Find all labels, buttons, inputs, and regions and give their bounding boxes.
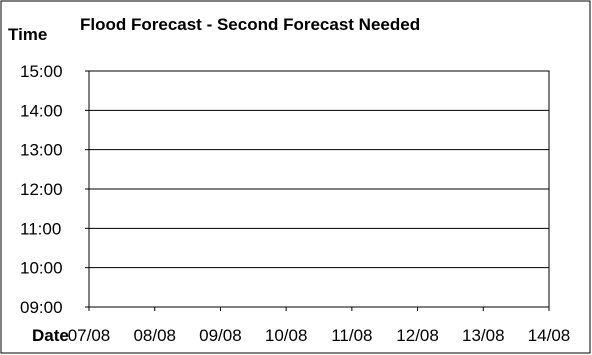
- x-axis-title: Date: [32, 326, 69, 345]
- y-tick-label: 11:00: [20, 219, 61, 238]
- x-tick-label: 11/08: [331, 326, 372, 345]
- x-tick-labels: 07/08 08/08 09/08 10/08 11/08 12/08 13/08 14/08: [68, 326, 571, 345]
- x-tick-label: 13/08: [462, 326, 505, 345]
- y-tick-label: 15:00: [20, 62, 63, 81]
- y-tick-label: 12:00: [20, 180, 63, 199]
- x-tick-label: 10/08: [265, 326, 308, 345]
- x-tick-label: 14/08: [528, 326, 571, 345]
- y-tick-label: 13:00: [20, 141, 63, 160]
- y-tick-labels: 15:00 14:00 13:00 12:00 11:00 10:00 09:00: [20, 62, 63, 317]
- y-tick-label: 09:00: [20, 298, 63, 317]
- x-tick-label: 09/08: [199, 326, 242, 345]
- y-tick-label: 14:00: [20, 101, 63, 120]
- plot-area: [85, 70, 550, 311]
- x-tick-label: 08/08: [133, 326, 176, 345]
- y-tick-label: 10:00: [20, 259, 63, 278]
- chart-title: Flood Forecast - Second Forecast Needed: [80, 15, 420, 34]
- x-tick-label: 07/08: [68, 326, 111, 345]
- plot-frame: [88, 70, 550, 308]
- x-tick-label: 12/08: [396, 326, 439, 345]
- y-axis-title: Time: [8, 25, 47, 44]
